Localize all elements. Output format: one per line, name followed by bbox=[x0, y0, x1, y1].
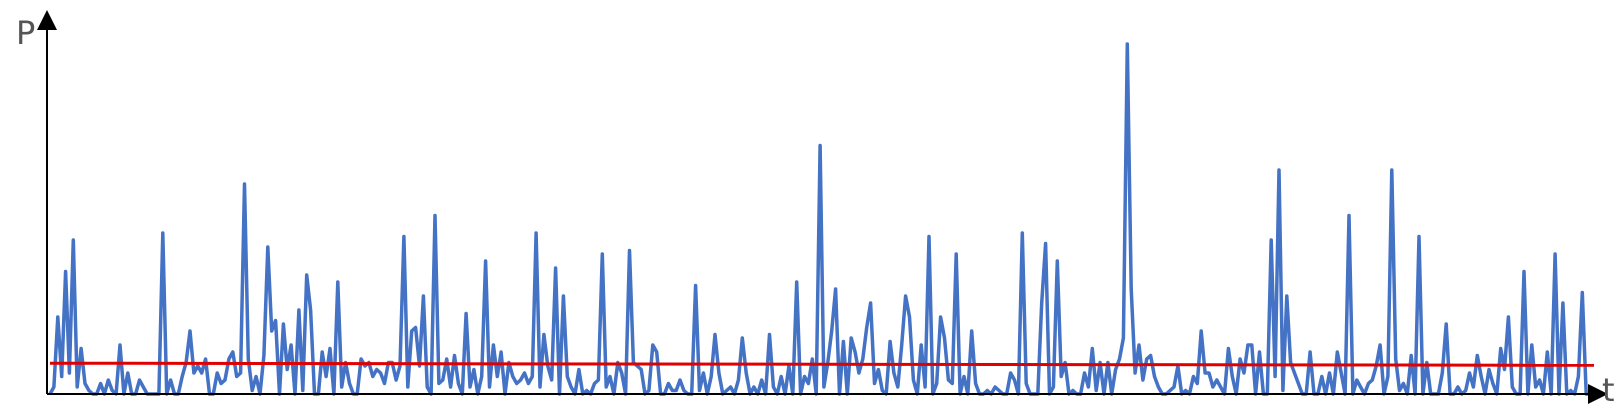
reference-line bbox=[49, 361, 1595, 367]
series-line bbox=[48, 42, 1594, 396]
series-layer bbox=[48, 42, 1595, 396]
x-axis-label: t bbox=[1602, 371, 1615, 409]
y-axis-label: P bbox=[16, 14, 35, 52]
